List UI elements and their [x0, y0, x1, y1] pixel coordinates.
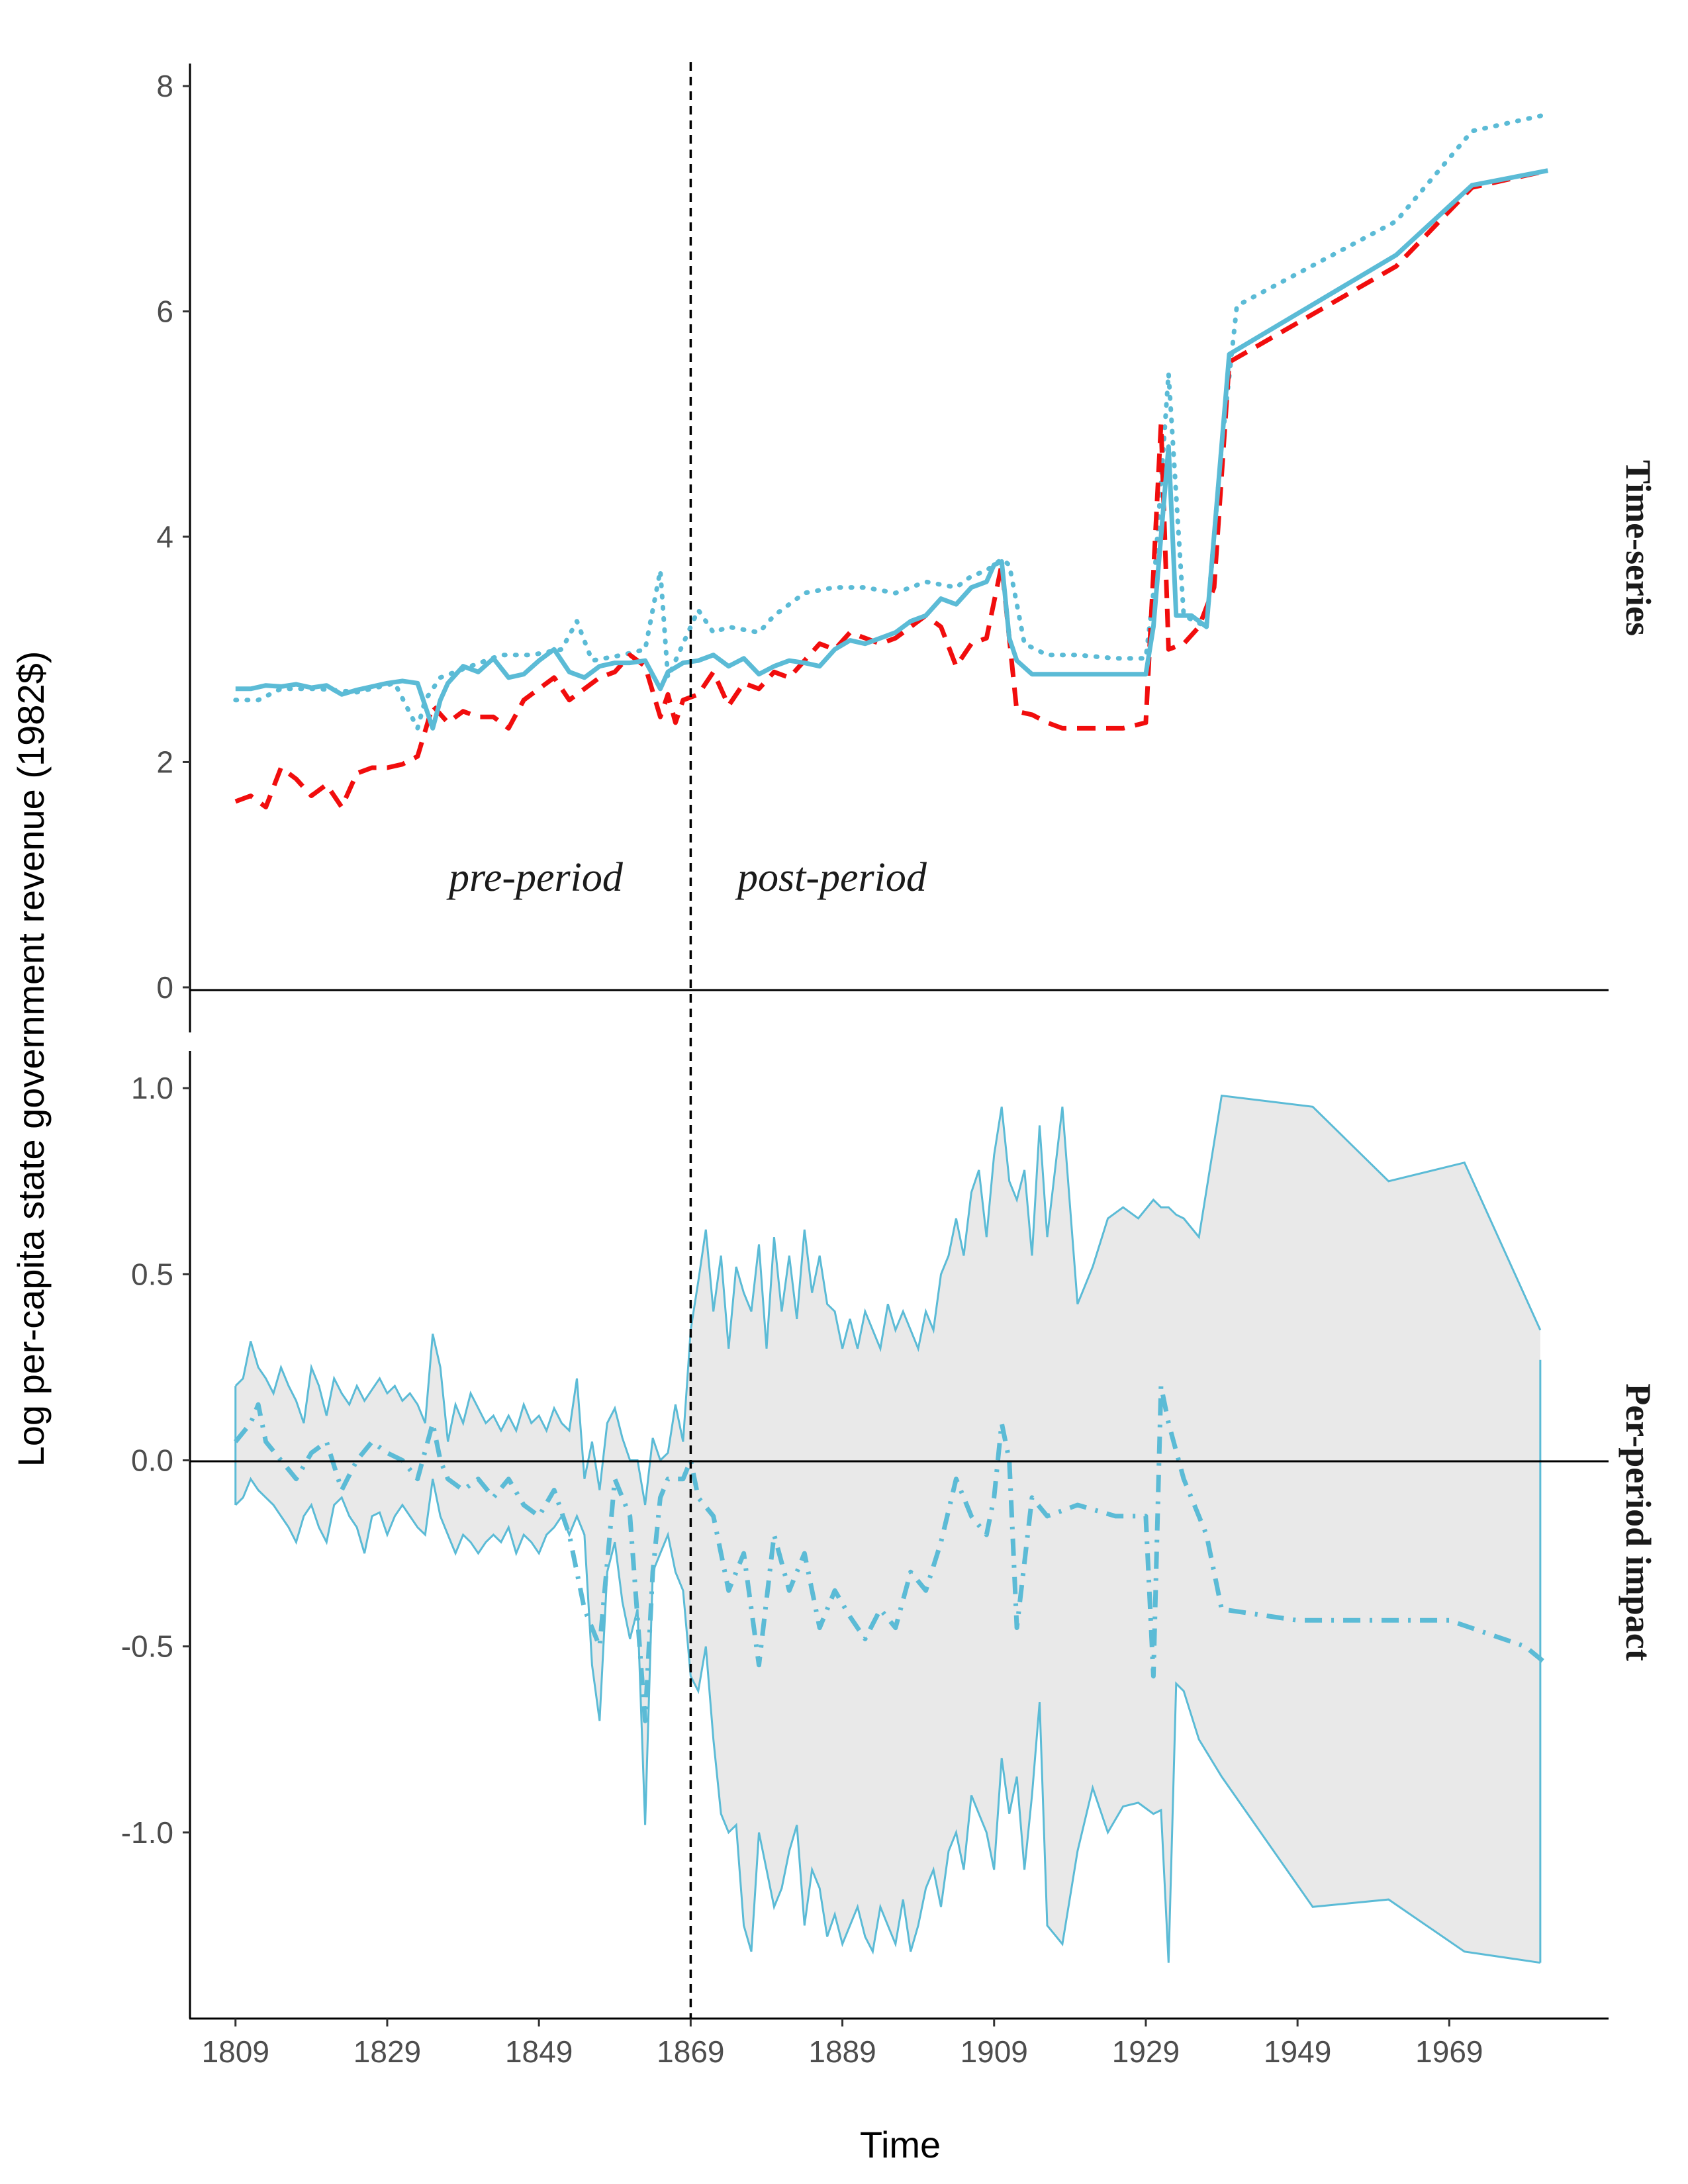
time-series-lines	[233, 112, 1550, 809]
band-upper-line	[234, 1094, 1542, 1506]
strip-label-per-period-impact: Per-period impact	[1618, 1383, 1658, 1661]
confidence-band-area	[235, 1095, 1540, 1963]
top-y-ticks: 0 2 4 6 8	[156, 69, 190, 1005]
band-lower-line	[234, 1477, 1541, 1964]
x-tick-label: 1869	[657, 2034, 724, 2069]
x-tick-label: 1929	[1112, 2034, 1180, 2069]
bottom-y-tick-label: 1.0	[131, 1071, 173, 1105]
post-period-label: post-period	[735, 855, 927, 900]
x-ticks: 1809 1829 1849 1869 1889 1909 1929 1949 1969	[202, 2019, 1483, 2069]
x-tick-label: 1809	[202, 2034, 269, 2069]
impact-dotdash-line	[234, 1383, 1550, 1723]
x-tick-label: 1909	[961, 2034, 1028, 2069]
top-y-tick-label: 0	[156, 970, 173, 1005]
y-axis-title: Log per-capita state government revenue …	[10, 651, 52, 1467]
x-tick-label: 1849	[505, 2034, 573, 2069]
bottom-y-tick-label: -0.5	[121, 1629, 173, 1664]
top-y-tick-label: 6	[156, 295, 173, 329]
time-series-panel: 0 2 4 6 8 Time-series pre-period post-period	[156, 64, 1658, 1032]
bottom-y-tick-label: 0.5	[131, 1257, 173, 1291]
series-solid-line	[235, 168, 1548, 731]
x-tick-label: 1829	[353, 2034, 421, 2069]
x-axis-title: Time	[860, 2124, 941, 2165]
per-period-impact-panel: -1.0 -0.5 0.0 0.5 1.0 1809 1829 1849 1869 1889 19…	[121, 1051, 1658, 2069]
bottom-y-tick-label: -1.0	[121, 1815, 173, 1850]
x-tick-label: 1889	[808, 2034, 876, 2069]
x-tick-label: 1949	[1264, 2034, 1331, 2069]
impact-lines	[234, 1383, 1550, 1723]
top-y-tick-label: 8	[156, 69, 173, 103]
series-dotted-line	[233, 112, 1550, 731]
x-tick-label: 1969	[1415, 2034, 1483, 2069]
top-y-tick-label: 2	[156, 745, 173, 779]
strip-label-time-series: Time-series	[1618, 460, 1658, 636]
pre-period-label: pre-period	[446, 855, 624, 900]
top-y-tick-label: 4	[156, 520, 173, 554]
bottom-y-tick-label: 0.0	[131, 1443, 173, 1478]
bottom-y-ticks: -1.0 -0.5 0.0 0.5 1.0	[121, 1071, 190, 1850]
